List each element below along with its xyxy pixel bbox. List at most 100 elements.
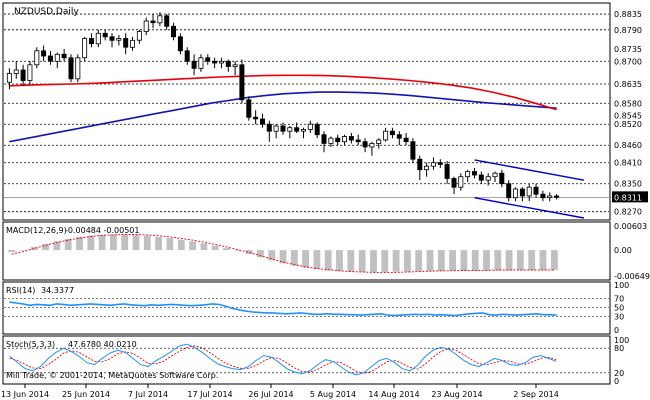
candle-body-bull [198,57,204,69]
candle [492,171,498,182]
candle-body-bear [478,174,484,181]
candle-body-bear [280,125,286,132]
candle [355,134,361,146]
macd-histogram-bar [64,238,72,251]
candle [540,190,546,202]
candle [328,136,334,147]
candle [444,160,450,184]
candle [287,125,293,139]
candle [89,33,95,48]
candle-body-bull [513,188,519,199]
candle [61,49,67,62]
stoch-tick-label: 0 [614,377,619,386]
candle-body-bear [205,57,211,62]
candle [499,169,505,188]
candle-body-bear [41,50,47,57]
macd-tick-label: 0.00603 [614,222,647,231]
moving-average-lines [9,74,557,143]
candle [341,134,347,146]
macd-histogram-bar [449,250,456,271]
candle [376,138,382,149]
stoch-tick-label: 100 [614,336,629,345]
macd-histogram-bar [483,250,490,271]
macd-histogram-bar [460,250,468,271]
candle [225,59,231,72]
candle [143,17,149,36]
price-tick-label: 0.8700 [614,57,642,66]
candle-body-bear [533,186,539,195]
macd-indicator: 0.00603 0.00 -0.00649 [8,222,650,281]
candle-body-bear [184,50,190,62]
time-tick-label: 13 Jun 2014 [1,390,49,399]
candle [389,127,395,139]
rsi-panel-frame [2,281,611,335]
candle [430,157,436,170]
candle [554,194,560,200]
macd-histogram-bar [302,250,309,268]
candle [506,180,512,202]
price-tick-label: 0.8270 [614,208,642,217]
candle [410,138,416,163]
candle-body-bull [27,64,33,81]
macd-histogram-bar [551,250,558,271]
candle [485,173,491,186]
candle-body-bull [328,137,334,144]
candle [294,122,300,133]
macd-histogram-bar [415,250,423,272]
candle [13,61,19,79]
macd-histogram-bar [370,250,377,273]
candle [191,54,197,76]
macd-histogram-bar [234,250,242,251]
candle [157,12,163,27]
candle-body-bull [136,31,142,41]
candle-body-bull [424,165,430,171]
candle [20,64,26,86]
ma-fast-line [9,74,557,111]
macd-histogram-bar [336,250,343,272]
macd-histogram-bar [19,250,27,251]
candle [437,159,443,168]
price-tick-label: 0.8350 [614,180,642,189]
candle [451,176,457,195]
ma-slow-line [9,91,557,143]
candle [526,183,532,202]
candle-body-bull [218,60,224,64]
trend-channel [474,159,585,219]
stoch-main-line [9,343,557,376]
candle-body-bear [177,36,183,52]
macd-histogram-bar [53,241,61,251]
price-level-lines [4,13,609,213]
candle [519,187,525,202]
candle [102,29,108,41]
candle [41,45,47,62]
macd-histogram-bar [132,234,140,251]
macd-histogram-bar [143,235,151,251]
candle-body-bear [102,32,108,38]
candle-body-bear [554,195,560,198]
price-tick-label: 0.8790 [614,26,642,35]
candle-body-bear [294,127,300,132]
candle-body-bull [54,53,60,62]
candle-body-bear [389,130,395,136]
candle [34,47,40,69]
rsi-tick-label: 70 [614,295,624,304]
candle-body-bull [458,176,464,188]
candle-body-bear [451,178,457,188]
candle-body-bull [369,143,375,148]
candle-body-bear [314,123,320,136]
rsi-tick-label: 100 [614,281,629,290]
candle-body-bear [355,139,361,143]
macd-values: -0.00484 -0.00501 [65,226,139,235]
candle [246,96,252,121]
candle-body-bull [383,130,389,141]
candle [478,171,484,184]
macd-signal-line [11,234,555,273]
candle-body-bear [259,118,265,125]
candle [533,183,539,198]
candle [136,29,142,44]
rsi-tick-label: 50 [614,304,624,313]
candle-body-bear [61,53,67,59]
price-tick-label: 0.8580 [614,99,642,108]
time-axis: 13 Jun 2014 25 Jun 2014 7 Jul 2014 17 Jul 2… [1,384,559,399]
candle-body-bear [239,64,245,101]
